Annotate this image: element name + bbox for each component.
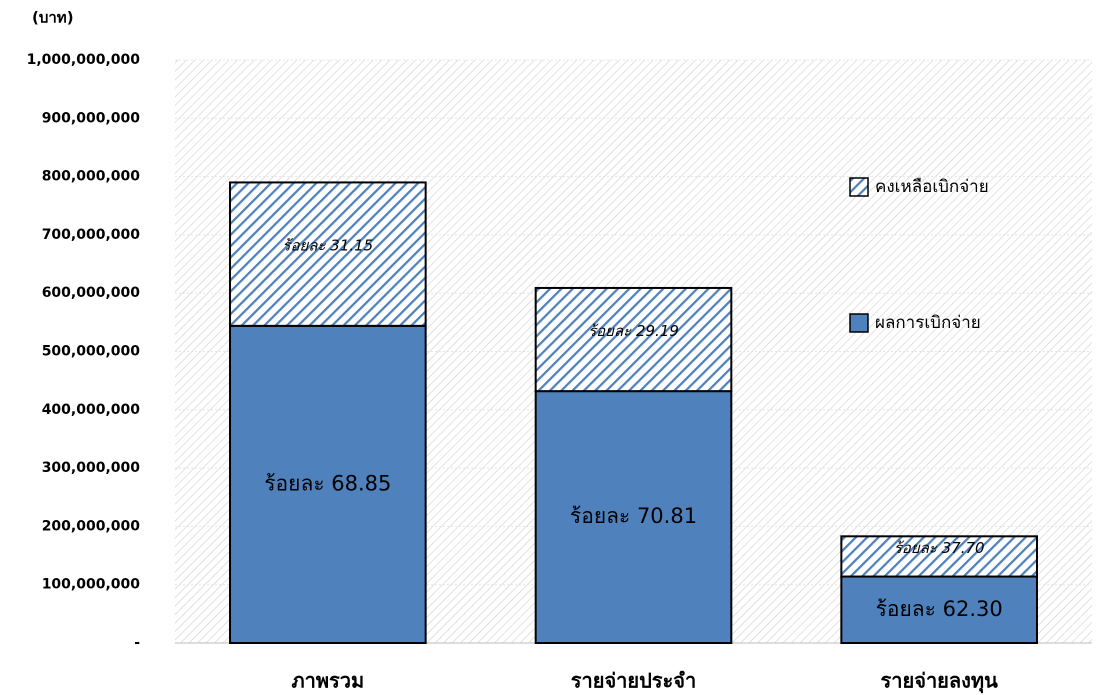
x-tick-label: ภาพรวม (291, 669, 364, 693)
y-tick-label: 500,000,000 (42, 344, 141, 360)
x-tick-label: รายจ่ายลงทุน (881, 669, 999, 694)
bar-segment (534, 286, 733, 393)
y-tick-label: - (134, 635, 140, 651)
y-tick-label: 700,000,000 (42, 227, 141, 243)
y-tick-label: 800,000,000 (42, 169, 141, 185)
legend-swatch (849, 313, 869, 333)
segment-label: ร้อยละ 70.81 (570, 504, 697, 528)
bar-segment (840, 535, 1038, 578)
segment-label: ร้อยละ 68.85 (264, 471, 391, 495)
y-tick-label: 900,000,000 (42, 110, 141, 126)
y-tick-label: 200,000,000 (42, 518, 141, 534)
x-tick-label: รายจ่ายประจำ (571, 669, 697, 693)
legend-label: คงเหลือเบิกจ่าย (875, 177, 989, 197)
segment-label: ร้อยละ 62.30 (876, 597, 1003, 621)
y-tick-label: 400,000,000 (42, 402, 141, 418)
bar-segment (534, 390, 733, 645)
bar-segment (840, 575, 1038, 645)
y-tick-label: 1,000,000,000 (27, 52, 141, 68)
legend-label: ผลการเบิกจ่าย (875, 313, 981, 333)
y-tick-label: 600,000,000 (42, 285, 141, 301)
bar-segment (229, 324, 427, 644)
segment-label: ร้อยละ 29.19 (588, 322, 679, 340)
y-unit-label: (บาท) (32, 9, 74, 27)
legend-swatch (849, 177, 869, 197)
y-tick-label: 100,000,000 (42, 577, 141, 593)
bar-segment (229, 181, 427, 327)
y-tick-label: 300,000,000 (42, 460, 141, 476)
segment-label: ร้อยละ 31.15 (282, 237, 373, 255)
segment-label: ร้อยละ 37.70 (894, 539, 985, 557)
